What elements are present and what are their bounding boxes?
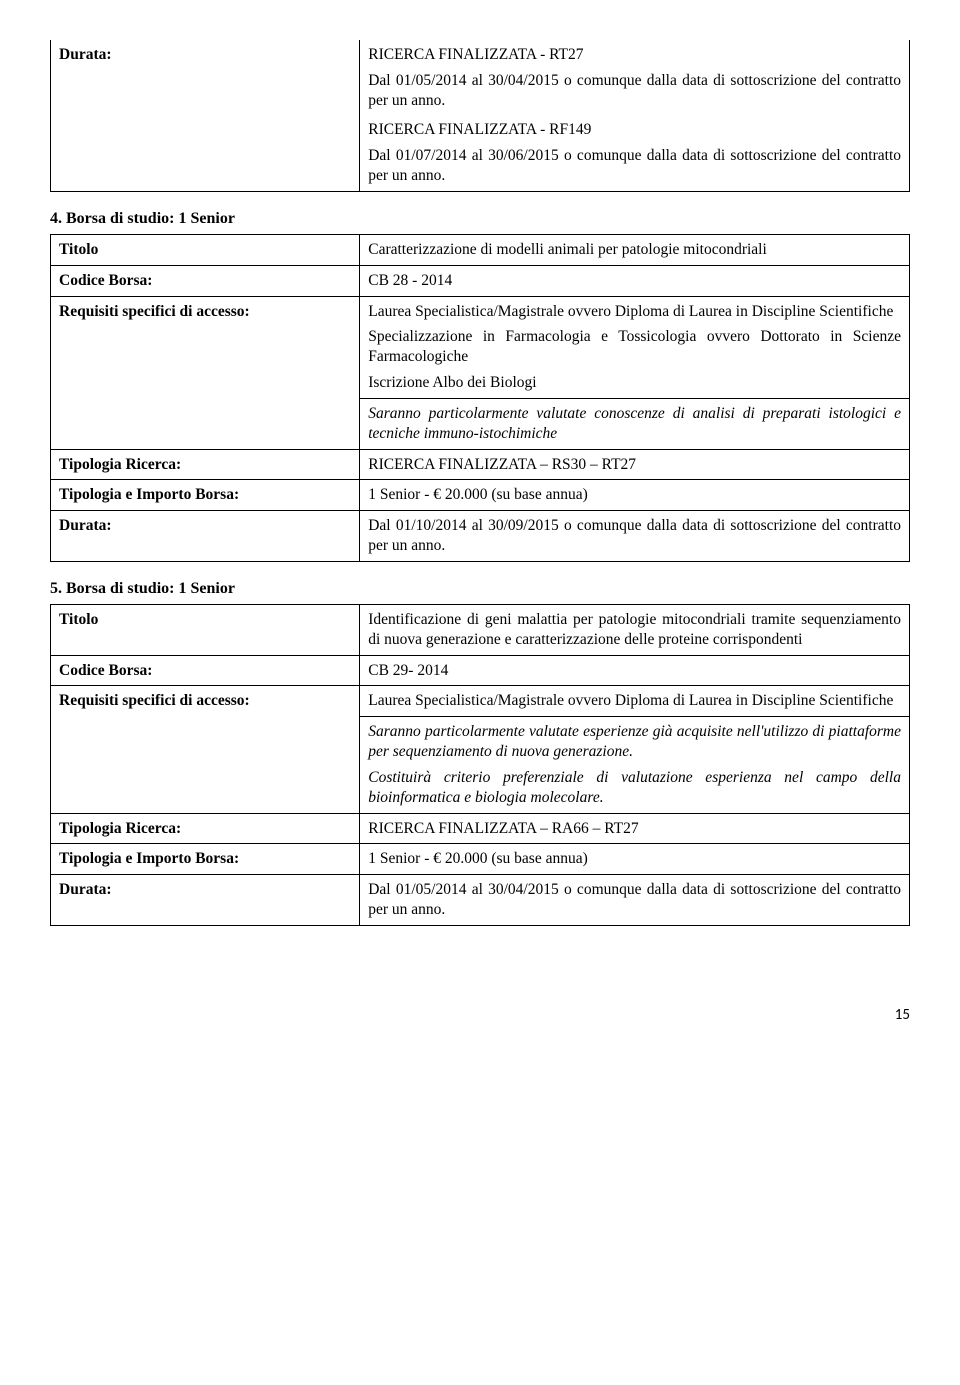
- cell-empty: [51, 398, 360, 449]
- cell-value: Laurea Specialistica/Magistrale ovvero D…: [360, 686, 910, 717]
- table-row: Tipologia Ricerca: RICERCA FINALIZZATA –…: [51, 449, 910, 480]
- cell-note: Saranno particolarmente valutate conosce…: [360, 398, 910, 449]
- table-row: Requisiti specifici di accesso: Laurea S…: [51, 296, 910, 398]
- cell-label: Codice Borsa:: [51, 265, 360, 296]
- table-row: Durata: RICERCA FINALIZZATA - RT27 Dal 0…: [51, 40, 910, 191]
- text-line: Iscrizione Albo dei Biologi: [368, 373, 901, 393]
- cell-durata-label: Durata:: [51, 40, 360, 191]
- cell-label: Titolo: [51, 604, 360, 655]
- table-row: Durata: Dal 01/10/2014 al 30/09/2015 o c…: [51, 511, 910, 562]
- cell-durata-value: RICERCA FINALIZZATA - RT27 Dal 01/05/201…: [360, 40, 910, 191]
- text-line: RICERCA FINALIZZATA - RF149: [368, 120, 901, 140]
- table-row: Saranno particolarmente valutate esperie…: [51, 717, 910, 813]
- cell-label: Requisiti specifici di accesso:: [51, 296, 360, 398]
- cell-label: Tipologia e Importo Borsa:: [51, 480, 360, 511]
- table-section-4: Titolo Caratterizzazione di modelli anim…: [50, 234, 910, 562]
- table-row: Tipologia e Importo Borsa: 1 Senior - € …: [51, 844, 910, 875]
- table-row: Durata: Dal 01/05/2014 al 30/04/2015 o c…: [51, 875, 910, 926]
- cell-value: 1 Senior - € 20.000 (su base annua): [360, 844, 910, 875]
- text-line: Costituirà criterio preferenziale di val…: [368, 768, 901, 808]
- cell-note: Saranno particolarmente valutate esperie…: [360, 717, 910, 813]
- cell-label: Tipologia e Importo Borsa:: [51, 844, 360, 875]
- cell-label: Titolo: [51, 234, 360, 265]
- cell-value: RICERCA FINALIZZATA – RS30 – RT27: [360, 449, 910, 480]
- section-heading-4: 4. Borsa di studio: 1 Senior: [50, 210, 910, 228]
- cell-value: RICERCA FINALIZZATA – RA66 – RT27: [360, 813, 910, 844]
- cell-value: Dal 01/05/2014 al 30/04/2015 o comunque …: [360, 875, 910, 926]
- table-row: Codice Borsa: CB 28 - 2014: [51, 265, 910, 296]
- table-row: Titolo Identificazione di geni malattia …: [51, 604, 910, 655]
- table-row: Codice Borsa: CB 29- 2014: [51, 655, 910, 686]
- cell-value: CB 29- 2014: [360, 655, 910, 686]
- cell-value: CB 28 - 2014: [360, 265, 910, 296]
- cell-value: Dal 01/10/2014 al 30/09/2015 o comunque …: [360, 511, 910, 562]
- text-line: Dal 01/07/2014 al 30/06/2015 o comunque …: [368, 146, 901, 186]
- table-row: Titolo Caratterizzazione di modelli anim…: [51, 234, 910, 265]
- page-number: 15: [50, 1006, 910, 1024]
- cell-value: Caratterizzazione di modelli animali per…: [360, 234, 910, 265]
- text-line: Laurea Specialistica/Magistrale ovvero D…: [368, 302, 901, 322]
- cell-label: Tipologia Ricerca:: [51, 449, 360, 480]
- text-line: Specializzazione in Farmacologia e Tossi…: [368, 327, 901, 367]
- table-row: Tipologia e Importo Borsa: 1 Senior - € …: [51, 480, 910, 511]
- cell-label: Codice Borsa:: [51, 655, 360, 686]
- text-line: Dal 01/05/2014 al 30/04/2015 o comunque …: [368, 71, 901, 111]
- cell-value: Laurea Specialistica/Magistrale ovvero D…: [360, 296, 910, 398]
- cell-label: Requisiti specifici di accesso:: [51, 686, 360, 717]
- cell-label: Durata:: [51, 875, 360, 926]
- table-top: Durata: RICERCA FINALIZZATA - RT27 Dal 0…: [50, 40, 910, 192]
- cell-empty: [51, 717, 360, 813]
- cell-value: Identificazione di geni malattia per pat…: [360, 604, 910, 655]
- table-row: Saranno particolarmente valutate conosce…: [51, 398, 910, 449]
- cell-label: Durata:: [51, 511, 360, 562]
- cell-value: 1 Senior - € 20.000 (su base annua): [360, 480, 910, 511]
- text-line: RICERCA FINALIZZATA - RT27: [368, 45, 901, 65]
- table-row: Tipologia Ricerca: RICERCA FINALIZZATA –…: [51, 813, 910, 844]
- cell-label: Tipologia Ricerca:: [51, 813, 360, 844]
- section-heading-5: 5. Borsa di studio: 1 Senior: [50, 580, 910, 598]
- table-section-5: Titolo Identificazione di geni malattia …: [50, 604, 910, 926]
- text-line: Saranno particolarmente valutate esperie…: [368, 722, 901, 762]
- table-row: Requisiti specifici di accesso: Laurea S…: [51, 686, 910, 717]
